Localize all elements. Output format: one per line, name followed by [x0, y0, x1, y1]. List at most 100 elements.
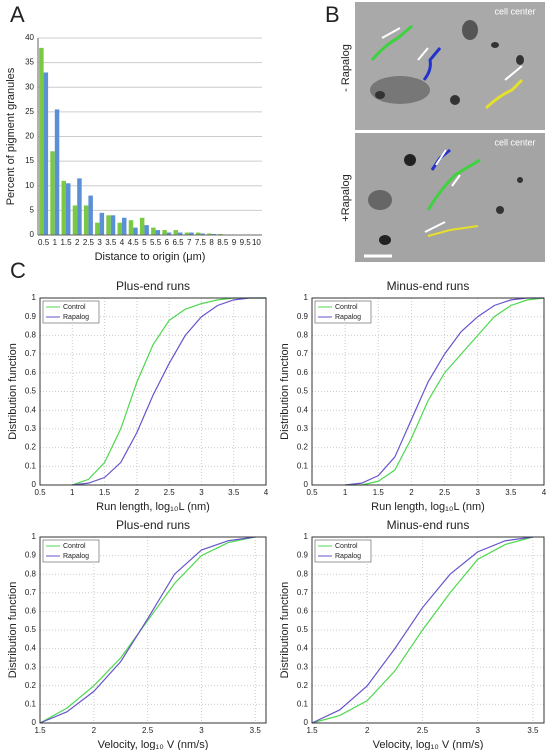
bar — [54, 109, 60, 235]
line — [39, 536, 256, 724]
x-tick-label: 2 — [92, 726, 97, 735]
x-tick-label: 5 — [142, 238, 147, 247]
panel-label: A — [10, 2, 25, 27]
y-tick-label: 0.8 — [297, 569, 309, 578]
line — [311, 536, 534, 724]
x-tick-label: 10 — [252, 238, 261, 247]
y-tick-label: 0.7 — [25, 588, 37, 597]
y-tick-label: 0.1 — [297, 700, 309, 709]
bar — [77, 178, 82, 235]
side-label: - Rapalog — [340, 44, 352, 92]
legend-label: Control — [63, 543, 86, 550]
x-tick-label: 4.5 — [128, 238, 140, 247]
x-tick-label: 0.5 — [306, 488, 318, 497]
x-tick-label: 1.5 — [34, 726, 46, 735]
chart-title: Plus-end runs — [116, 279, 190, 293]
y-tick-label: 20 — [25, 132, 34, 141]
x-tick-label: 2 — [75, 238, 80, 247]
x-tick-label: 2.5 — [142, 726, 154, 735]
x-axis-label: Velocity, log₁₀ V (nm/s) — [98, 739, 209, 750]
bar — [50, 151, 55, 235]
x-tick-label: 3.5 — [228, 488, 240, 497]
annotation: cell center — [494, 6, 535, 16]
bar — [106, 215, 111, 235]
y-tick-label: 0.4 — [297, 405, 309, 414]
x-tick-label: 6 — [165, 238, 170, 247]
plot-frame — [39, 536, 267, 724]
bar — [189, 232, 194, 235]
legend-label: Rapalog — [335, 314, 361, 321]
bar — [39, 47, 44, 235]
x-tick-label: 3 — [475, 726, 480, 735]
y-tick-label: 15 — [25, 156, 34, 165]
line — [345, 297, 545, 486]
y-tick-label: 0.8 — [25, 331, 37, 340]
x-tick-label: 1 — [70, 488, 75, 497]
y-tick-label: 0.4 — [25, 405, 37, 414]
plot-frame — [39, 297, 267, 486]
y-tick-label: 0.6 — [297, 607, 309, 616]
y-tick-label: 0.1 — [297, 461, 309, 470]
bar — [110, 215, 116, 235]
x-tick-label: 9 — [232, 238, 237, 247]
bar — [128, 220, 134, 235]
x-tick-label: 7 — [187, 238, 192, 247]
x-tick-label: 1.5 — [306, 726, 318, 735]
y-tick-label: 0.9 — [297, 551, 309, 560]
y-tick-label: 40 — [25, 33, 34, 42]
x-tick-label: 3 — [97, 238, 102, 247]
chart-title: Minus-end runs — [387, 518, 470, 532]
y-tick-label: 0 — [32, 480, 37, 489]
legend-label: Control — [335, 543, 358, 550]
bar — [166, 232, 172, 235]
y-tick-label: 0.9 — [25, 551, 37, 560]
panel-label: B — [325, 2, 340, 27]
legend-label: Rapalog — [335, 553, 361, 560]
x-tick-label: 1.5 — [99, 488, 111, 497]
x-tick-label: 2.5 — [83, 238, 95, 247]
x-tick-label: 3.5 — [105, 238, 117, 247]
legend-label: Rapalog — [63, 314, 89, 321]
plot-frame — [311, 536, 545, 724]
line — [72, 297, 266, 486]
bar — [184, 232, 190, 235]
y-tick-label: 0.9 — [297, 312, 309, 321]
bar — [162, 230, 167, 235]
y-tick-label: 0.5 — [25, 387, 37, 396]
micrograph-bottom — [355, 133, 545, 262]
x-tick-label: 1 — [53, 238, 58, 247]
y-tick-label: 0.8 — [297, 331, 309, 340]
legend-label: Control — [63, 304, 86, 311]
y-tick-label: 0.6 — [25, 607, 37, 616]
y-tick-label: 30 — [25, 82, 34, 91]
chart-title: Plus-end runs — [116, 518, 190, 532]
y-tick-label: 0.2 — [25, 443, 37, 452]
y-tick-label: 1 — [32, 293, 37, 302]
bar — [122, 217, 127, 235]
y-tick-label: 0 — [304, 718, 309, 727]
bar — [144, 225, 149, 235]
x-axis-label: Run length, log₁₀L (nm) — [371, 501, 485, 513]
bar — [95, 222, 100, 235]
side-label: +Rapalog — [340, 174, 352, 221]
y-tick-label: 0.1 — [25, 461, 37, 470]
x-tick-label: 2 — [365, 726, 370, 735]
bar — [43, 72, 49, 235]
y-axis-label: Percent of pigment granules — [5, 67, 17, 205]
x-tick-label: 7.5 — [195, 238, 207, 247]
x-tick-label: 4 — [120, 238, 125, 247]
bar — [133, 227, 138, 235]
x-tick-label: 6.5 — [172, 238, 184, 247]
line — [39, 536, 256, 724]
x-tick-label: 3.5 — [527, 726, 539, 735]
y-tick-label: 0.1 — [25, 700, 37, 709]
y-tick-label: 0.6 — [297, 368, 309, 377]
x-tick-label: 3.5 — [505, 488, 517, 497]
x-tick-label: 0.5 — [38, 238, 50, 247]
y-tick-label: 25 — [25, 107, 34, 116]
x-tick-label: 9.5 — [240, 238, 252, 247]
y-axis-label: Distribution function — [7, 343, 19, 440]
y-tick-label: 0.6 — [25, 368, 37, 377]
y-tick-label: 0 — [30, 230, 35, 239]
